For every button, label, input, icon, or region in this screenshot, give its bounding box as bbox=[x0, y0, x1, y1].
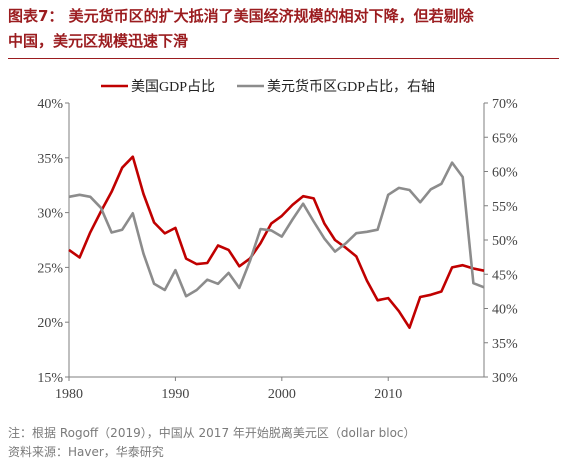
footnote: 注：根据 Rogoff（2019），中国从 2017 年开始脱离美元区（doll… bbox=[8, 426, 416, 440]
left-y-tick-label: 25% bbox=[37, 261, 63, 276]
right-y-tick-label: 40% bbox=[492, 303, 518, 318]
x-tick-label: 1980 bbox=[55, 387, 83, 402]
x-tick-label: 2010 bbox=[374, 387, 402, 402]
right-y-tick-label: 60% bbox=[492, 166, 518, 181]
chart-title: 图表7： 美元货币区的扩大抵消了美国经济规模的相对下降，但若剔除 中国，美元区规… bbox=[8, 4, 560, 54]
right-y-tick-label: 70% bbox=[492, 97, 518, 112]
x-tick-label: 1990 bbox=[161, 387, 189, 402]
left-y-tick-label: 35% bbox=[37, 152, 63, 167]
right-y-tick-label: 50% bbox=[492, 234, 518, 249]
right-y-tick-label: 35% bbox=[492, 337, 518, 352]
source-note: 资料来源：Haver，华泰研究 bbox=[8, 445, 164, 459]
left-y-tick-label: 30% bbox=[37, 207, 63, 222]
left-y-tick-label: 15% bbox=[37, 371, 63, 386]
right-y-tick-label: 55% bbox=[492, 200, 518, 215]
us-gdp-share-line bbox=[68, 155, 485, 330]
left-y-tick-label: 40% bbox=[37, 97, 63, 112]
chart-title-line-2: 中国，美元区规模迅速下滑 bbox=[8, 32, 189, 50]
right-y-tick-label: 30% bbox=[492, 371, 518, 386]
chart-title-line-1: 图表7： 美元货币区的扩大抵消了美国经济规模的相对下降，但若剔除 bbox=[8, 7, 474, 25]
left-y-tick-label: 20% bbox=[37, 316, 63, 331]
x-tick-label: 2000 bbox=[268, 387, 296, 402]
legend-label: 美元货币区GDP占比，右轴 bbox=[267, 78, 435, 95]
legend-label: 美国GDP占比 bbox=[131, 79, 215, 95]
right-y-tick-label: 65% bbox=[492, 131, 518, 146]
title-divider bbox=[8, 58, 559, 59]
usd-zone-gdp-share-line bbox=[68, 161, 485, 298]
right-y-tick-label: 45% bbox=[492, 268, 518, 283]
line-chart: 15% 20% 25% 30% 35% 40% 30% 35% 40% 45% 50% 55% 60% 6… bbox=[37, 78, 518, 402]
